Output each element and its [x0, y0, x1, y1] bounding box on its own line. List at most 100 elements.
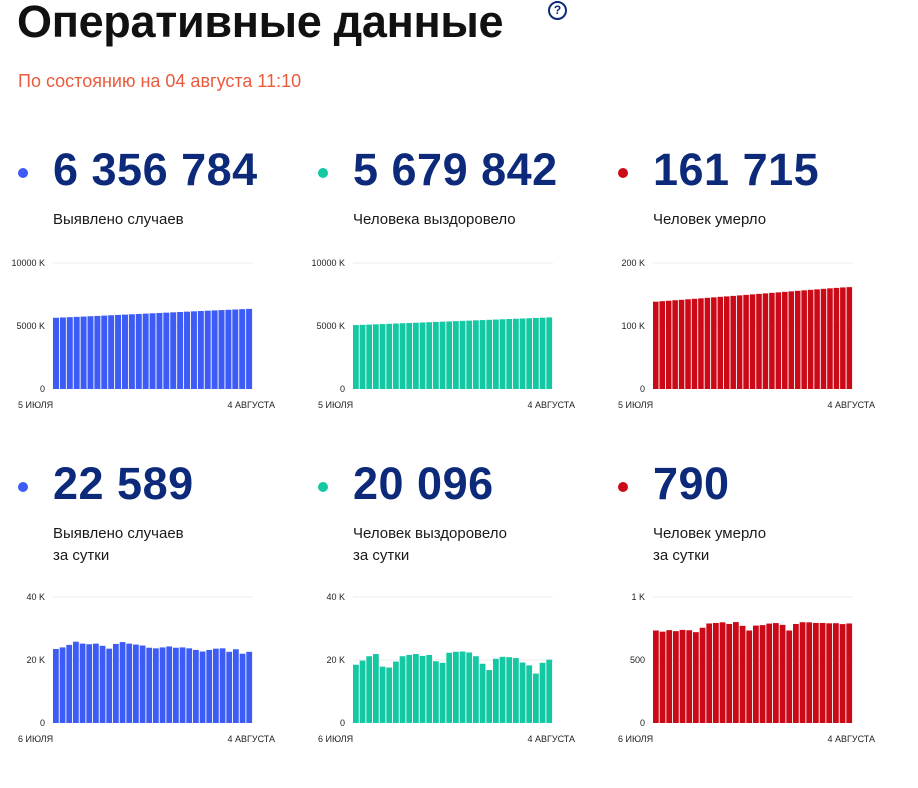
- chart-bar[interactable]: [163, 312, 170, 389]
- chart-bar[interactable]: [73, 316, 80, 389]
- chart-bar[interactable]: [115, 314, 122, 389]
- chart-bar[interactable]: [730, 295, 736, 389]
- chart-bar[interactable]: [353, 664, 359, 723]
- chart-bar[interactable]: [473, 320, 479, 389]
- chart-bar[interactable]: [672, 300, 678, 389]
- chart-bar[interactable]: [833, 287, 840, 389]
- chart-bar[interactable]: [685, 299, 691, 389]
- chart-bar[interactable]: [746, 630, 753, 723]
- chart-bar[interactable]: [473, 656, 479, 723]
- chart-bar[interactable]: [539, 662, 546, 723]
- chart-bar[interactable]: [66, 644, 73, 723]
- chart-bar[interactable]: [659, 631, 666, 723]
- chart-bar[interactable]: [133, 644, 139, 723]
- chart-bar[interactable]: [99, 645, 106, 723]
- chart-bar[interactable]: [813, 622, 819, 723]
- chart-bar[interactable]: [711, 297, 717, 389]
- chart-bar[interactable]: [59, 647, 66, 723]
- chart-bar[interactable]: [826, 623, 833, 723]
- chart-bar[interactable]: [246, 308, 253, 389]
- chart-bar[interactable]: [773, 623, 779, 723]
- chart-bar[interactable]: [819, 622, 826, 723]
- chart-bar[interactable]: [799, 622, 806, 723]
- chart-bar[interactable]: [519, 662, 526, 723]
- chart-bar[interactable]: [814, 289, 820, 389]
- chart-bar[interactable]: [766, 623, 773, 723]
- chart-bar[interactable]: [806, 622, 813, 723]
- chart-bar[interactable]: [156, 312, 163, 389]
- chart-bar[interactable]: [459, 320, 466, 389]
- chart-bar[interactable]: [433, 661, 439, 723]
- chart-bar[interactable]: [546, 659, 553, 723]
- chart-bar[interactable]: [113, 643, 119, 723]
- chart-bar[interactable]: [453, 651, 459, 723]
- chart-bar[interactable]: [121, 314, 128, 389]
- chart-bar[interactable]: [186, 648, 193, 723]
- chart-bar[interactable]: [506, 319, 513, 389]
- chart-bar[interactable]: [406, 654, 413, 723]
- chart-bar[interactable]: [446, 321, 453, 389]
- chart-bar[interactable]: [359, 660, 366, 723]
- chart-bar[interactable]: [101, 315, 108, 389]
- chart-bar[interactable]: [665, 300, 672, 389]
- chart-bar[interactable]: [225, 309, 232, 389]
- chart-bar[interactable]: [686, 630, 693, 723]
- chart-bar[interactable]: [753, 625, 759, 723]
- chart-bar[interactable]: [239, 653, 246, 723]
- chart-bar[interactable]: [539, 317, 546, 389]
- chart-bar[interactable]: [53, 648, 59, 723]
- chart-bar[interactable]: [439, 321, 446, 389]
- chart-bar[interactable]: [706, 623, 713, 723]
- chart-bar[interactable]: [239, 309, 246, 389]
- chart-bar[interactable]: [801, 290, 807, 389]
- chart-bar[interactable]: [479, 320, 486, 389]
- chart-bar[interactable]: [359, 324, 366, 389]
- chart-bar[interactable]: [139, 645, 146, 723]
- chart-bar[interactable]: [94, 315, 101, 389]
- chart-bar[interactable]: [386, 323, 393, 389]
- chart-bar[interactable]: [66, 317, 73, 389]
- chart-bar[interactable]: [373, 654, 379, 723]
- chart-bar[interactable]: [743, 294, 749, 389]
- chart-bar[interactable]: [459, 651, 466, 724]
- chart-bar[interactable]: [446, 652, 453, 723]
- chart-bar[interactable]: [406, 322, 413, 389]
- chart-bar[interactable]: [80, 316, 87, 389]
- chart-bar[interactable]: [386, 667, 393, 723]
- chart-bar[interactable]: [419, 655, 426, 723]
- chart-bar[interactable]: [833, 623, 839, 723]
- chart-bar[interactable]: [233, 649, 239, 723]
- chart-bar[interactable]: [419, 322, 426, 389]
- chart-bar[interactable]: [749, 294, 756, 389]
- chart-bar[interactable]: [723, 296, 730, 389]
- chart-bar[interactable]: [86, 644, 93, 723]
- chart-bar[interactable]: [59, 317, 66, 389]
- chart-bar[interactable]: [170, 312, 177, 389]
- chart-bar[interactable]: [399, 323, 406, 389]
- chart-bar[interactable]: [775, 292, 782, 389]
- chart-bar[interactable]: [204, 310, 211, 389]
- chart-bar[interactable]: [93, 643, 99, 723]
- chart-bar[interactable]: [149, 313, 156, 389]
- chart-bar[interactable]: [433, 321, 439, 389]
- chart-bar[interactable]: [439, 662, 446, 723]
- chart-bar[interactable]: [526, 665, 533, 723]
- chart-bar[interactable]: [166, 646, 173, 723]
- chart-bar[interactable]: [699, 627, 706, 723]
- chart-bar[interactable]: [366, 324, 373, 389]
- chart-bar[interactable]: [846, 287, 853, 389]
- chart-bar[interactable]: [466, 652, 473, 723]
- chart-bar[interactable]: [184, 311, 191, 389]
- chart-bar[interactable]: [193, 649, 199, 723]
- chart-bar[interactable]: [733, 622, 739, 723]
- chart-bar[interactable]: [519, 318, 526, 389]
- chart-bar[interactable]: [173, 647, 179, 723]
- chart-bar[interactable]: [698, 298, 704, 389]
- chart-bar[interactable]: [739, 625, 746, 723]
- chart-bar[interactable]: [486, 670, 493, 723]
- chart-bar[interactable]: [73, 641, 79, 723]
- chart-bar[interactable]: [793, 623, 799, 723]
- chart-bar[interactable]: [211, 310, 218, 389]
- chart-bar[interactable]: [479, 663, 486, 723]
- chart-bar[interactable]: [846, 623, 853, 723]
